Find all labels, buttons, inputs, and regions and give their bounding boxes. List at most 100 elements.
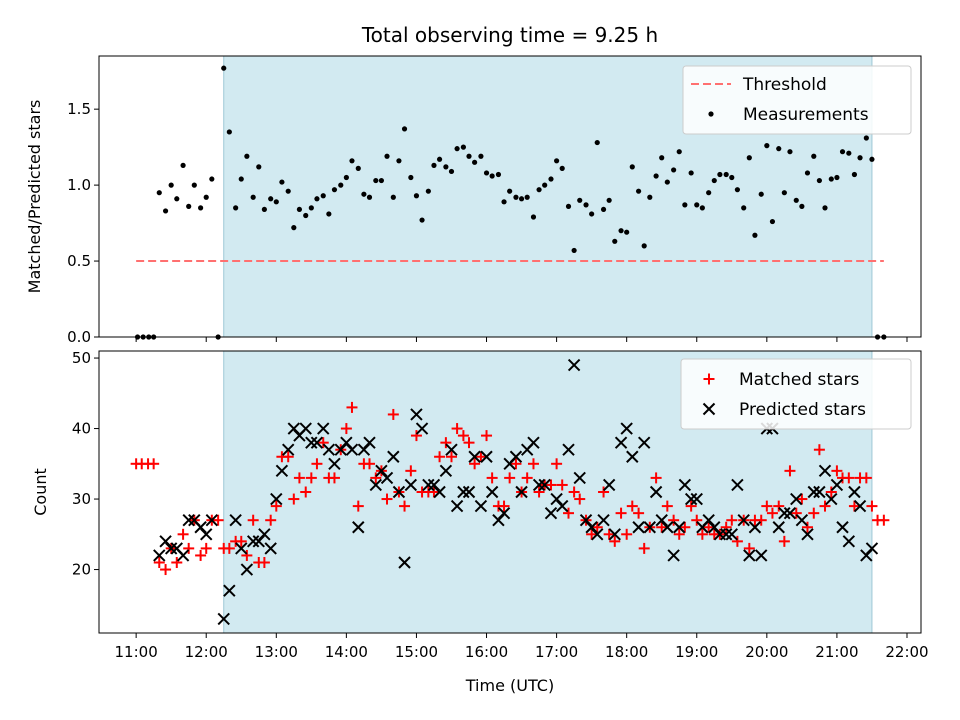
cross-stroke-b (462, 485, 476, 499)
matched-star-point (598, 486, 610, 498)
predicted-star-point (474, 499, 488, 513)
cross-stroke-b (643, 521, 657, 534)
cross-stroke-b (591, 528, 604, 541)
measurement-point (536, 187, 542, 193)
predicted-star-point (457, 485, 470, 499)
cross-stroke-b (415, 422, 429, 435)
cross-stroke-b (270, 492, 283, 506)
cross-stroke-b (282, 443, 295, 456)
cross-stroke-b (240, 563, 254, 576)
cross-stroke-b (573, 471, 586, 485)
measurement-point (261, 206, 267, 213)
cross-stroke-b (719, 528, 733, 541)
measurement-point (711, 177, 717, 184)
predicted-star-point (562, 443, 575, 456)
predicted-star-point (795, 513, 809, 527)
measurement-point (186, 203, 192, 209)
predicted-star-point (164, 542, 178, 555)
ratio-y-label: Matched/Predicted stars (25, 100, 44, 294)
measurement-point (571, 247, 577, 254)
measurement-point (559, 165, 565, 171)
count-y-label: Count (31, 468, 50, 516)
measurement-point (811, 153, 817, 159)
measurement-point (466, 153, 472, 159)
matched-star-point (504, 472, 516, 484)
measurement-point (688, 170, 694, 176)
cross-stroke-b (363, 436, 376, 449)
predicted-star-point (340, 436, 353, 449)
measurement-point (156, 190, 162, 196)
cross-stroke-b (258, 528, 271, 541)
matched-star-point (370, 472, 382, 484)
predicted-star-point (538, 478, 551, 492)
predicted-star-point (480, 450, 493, 463)
matched-star-point (813, 444, 825, 456)
cross-stroke-b (836, 521, 849, 534)
cross-stroke-b (223, 584, 236, 597)
cross-stroke-b (673, 521, 686, 534)
measurement-point (501, 199, 507, 205)
cross-stroke-b (743, 549, 756, 562)
cross-stroke-b (825, 492, 838, 506)
measurement-point (233, 205, 239, 211)
cross-stroke-b (865, 542, 879, 555)
cross-stroke-b (813, 485, 826, 499)
cross-stroke-b (778, 506, 791, 520)
cross-stroke-b (422, 478, 435, 492)
predicted-star-point (246, 535, 260, 548)
cross-stroke-b (550, 492, 563, 506)
cross-stroke-b (188, 513, 201, 527)
matched-star-point (160, 564, 172, 576)
x-tick-label: 21:00 (815, 643, 858, 661)
x-tick-label: 22:00 (885, 643, 928, 661)
matched-star-point (603, 528, 615, 540)
predicted-star-point (527, 436, 540, 449)
measurement-point (320, 193, 326, 199)
cross-stroke-b (474, 499, 488, 513)
y-tick-label: 1.5 (67, 100, 91, 118)
predicted-star-point (550, 492, 563, 506)
matched-star-point (703, 521, 715, 533)
predicted-star-point (252, 535, 265, 548)
matched-star-point (288, 493, 300, 505)
matched-star-point (866, 500, 878, 512)
legend-matched-swatch (703, 373, 715, 385)
cross-stroke-b (795, 513, 809, 527)
predicted-star-point (579, 513, 593, 527)
matched-star-point (621, 528, 633, 540)
y-tick-label: 1.0 (67, 176, 91, 194)
y-tick-label: 40 (72, 420, 91, 438)
predicted-star-point (450, 499, 464, 513)
cross-stroke-b (853, 499, 867, 513)
measurement-point (600, 206, 607, 213)
predicted-star-point (848, 485, 861, 499)
ratio-legend: Threshold Measurements (682, 65, 912, 135)
predicted-star-point (182, 513, 195, 527)
measurement-point (583, 202, 589, 208)
predicted-star-point (258, 528, 271, 541)
legend-measurements-swatch (708, 111, 714, 117)
x-tick-label: 16:00 (465, 643, 508, 661)
matched-star-point (265, 514, 277, 526)
measurement-point (489, 173, 495, 179)
measurement-point (296, 206, 303, 213)
cross-stroke-b (485, 485, 499, 499)
cross-stroke-b (562, 443, 575, 456)
measurement-point (495, 171, 502, 178)
predicted-star-point (573, 471, 586, 485)
cross-stroke-b (807, 485, 820, 499)
predicted-star-point (830, 478, 844, 492)
measurement-point (542, 182, 548, 188)
measurement-point (524, 194, 530, 200)
matched-star-point (148, 458, 160, 470)
matched-star-point (212, 514, 224, 526)
cross-stroke-b (544, 506, 558, 520)
cross-stroke-b (579, 513, 593, 527)
count-panel-frame (98, 350, 922, 634)
measurement-point (694, 202, 700, 208)
cross-stroke-b (772, 521, 785, 534)
measurement-point (851, 171, 858, 178)
predicted-star-point (813, 485, 826, 499)
predicted-star-point (415, 422, 429, 435)
